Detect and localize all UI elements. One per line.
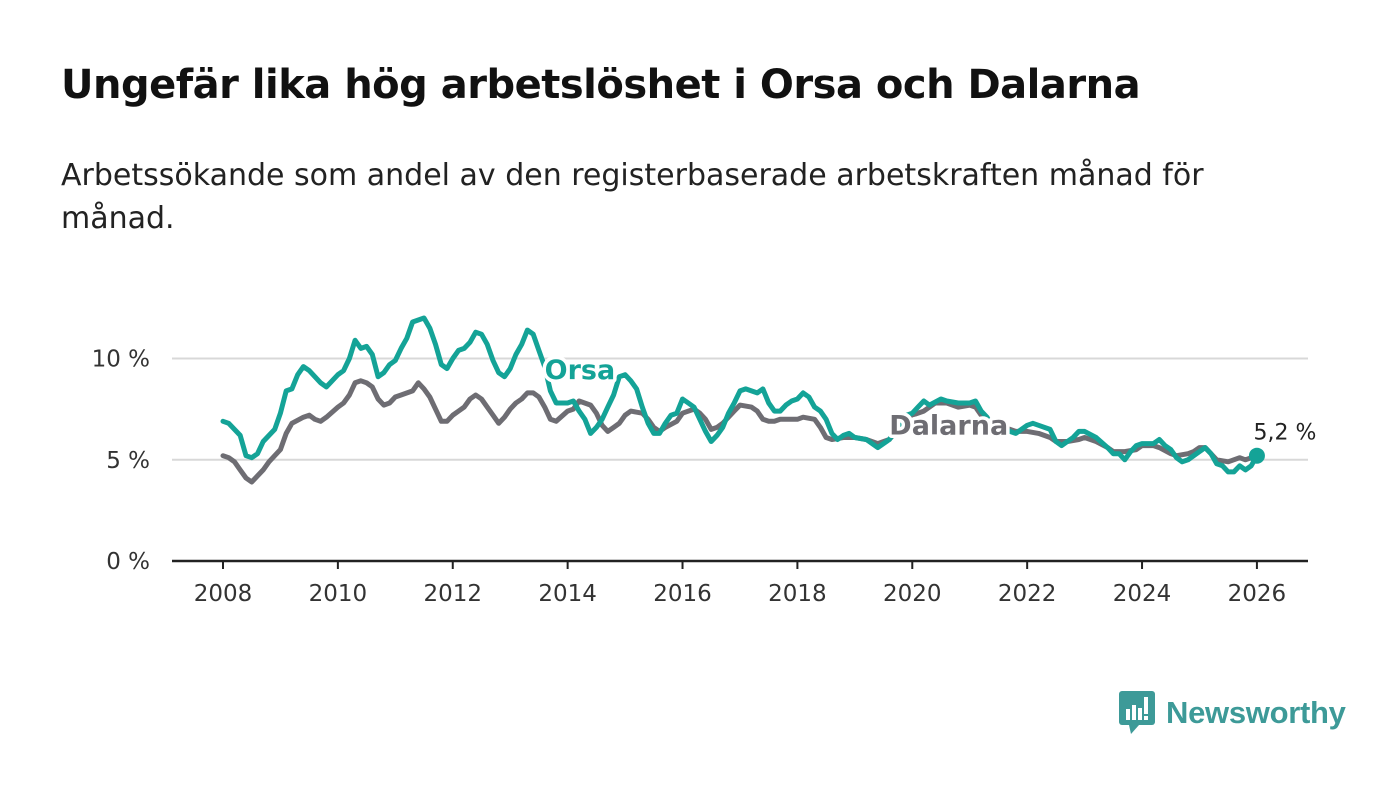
chart-title: Ungefär lika hög arbetslöshet i Orsa och…: [61, 62, 1141, 108]
x-tick-label: 2014: [538, 581, 597, 607]
y-tick-label: 10 %: [92, 347, 150, 373]
x-tick-label: 2016: [653, 581, 712, 607]
newsworthy-logo-icon: [1119, 691, 1155, 734]
brand-name: Newsworthy: [1166, 695, 1346, 730]
y-axis-ticks: 0 % 5 % 10 %: [92, 347, 150, 576]
y-tick-label: 5 %: [106, 448, 150, 474]
series-labels: Orsa Dalarna 5,2 %: [541, 351, 1316, 464]
x-tick-label: 2012: [423, 581, 482, 607]
series-label-orsa: Orsa: [545, 355, 616, 386]
brand-logo[interactable]: Newsworthy: [1118, 690, 1346, 736]
x-tick-label: 2026: [1228, 581, 1287, 607]
y-tick-label: 0 %: [106, 549, 150, 575]
end-point-marker: [1248, 447, 1265, 464]
x-tick-label: 2024: [1113, 581, 1172, 607]
x-tick-label: 2020: [883, 581, 942, 607]
x-tick-label: 2008: [194, 581, 253, 607]
x-tick-label: 2010: [309, 581, 368, 607]
x-tick-label: 2018: [768, 581, 827, 607]
series-lines: [220, 315, 1260, 485]
x-tick-label: 2022: [998, 581, 1057, 607]
x-axis: 2008 2010 2012 2014 2016 2018 2020 2022 2024 2026: [172, 559, 1308, 607]
chart-subtitle: Arbetssökande som andel av den registerb…: [61, 158, 1204, 236]
end-value-label: 5,2 %: [1253, 421, 1316, 446]
series-line-orsa: [220, 315, 1260, 475]
gridlines: [172, 357, 1308, 461]
series-label-dalarna: Dalarna: [889, 410, 1008, 441]
